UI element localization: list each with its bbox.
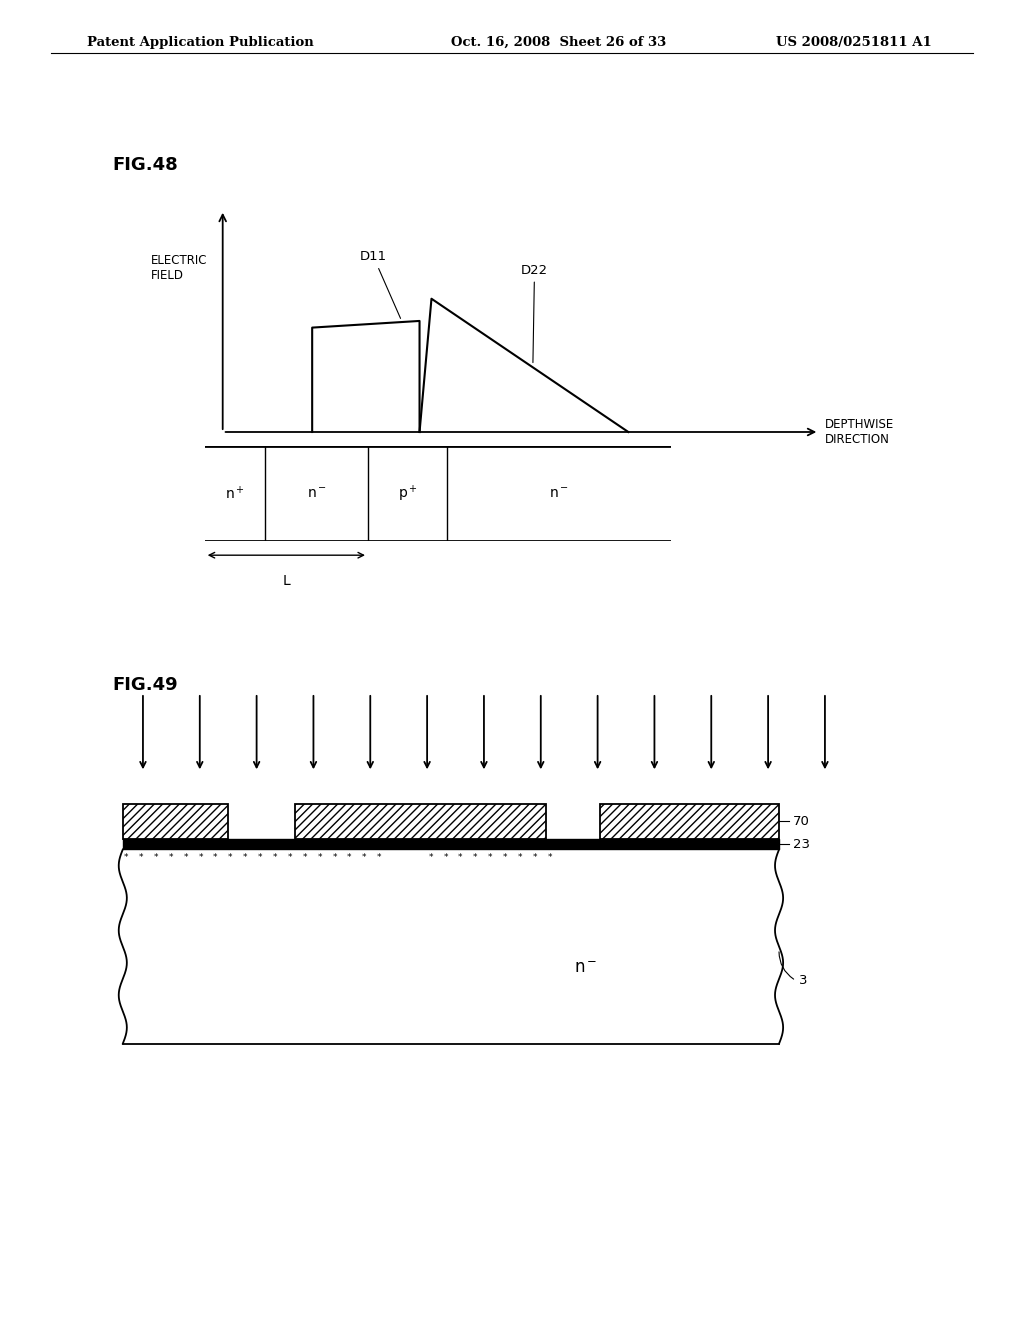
Text: *: * — [228, 853, 232, 862]
Text: *: * — [487, 853, 493, 862]
Text: *: * — [518, 853, 522, 862]
Text: *: * — [199, 853, 203, 862]
Bar — [123, 804, 227, 838]
Text: *: * — [377, 853, 382, 862]
Bar — [295, 804, 546, 838]
Text: D22: D22 — [521, 264, 548, 363]
Text: *: * — [258, 853, 262, 862]
Text: *: * — [169, 853, 173, 862]
Text: *: * — [428, 853, 433, 862]
Text: *: * — [473, 853, 477, 862]
Text: *: * — [139, 853, 143, 862]
Text: *: * — [183, 853, 188, 862]
Text: n$^-$: n$^-$ — [549, 487, 569, 500]
Text: p$^+$: p$^+$ — [397, 483, 418, 504]
Text: n$^-$: n$^-$ — [306, 487, 327, 500]
Text: 3: 3 — [800, 974, 808, 987]
Text: *: * — [288, 853, 292, 862]
Text: *: * — [302, 853, 307, 862]
Text: *: * — [333, 853, 337, 862]
Text: *: * — [443, 853, 447, 862]
Text: L: L — [283, 574, 290, 589]
Text: *: * — [503, 853, 507, 862]
Text: Oct. 16, 2008  Sheet 26 of 33: Oct. 16, 2008 Sheet 26 of 33 — [451, 36, 666, 49]
Text: *: * — [532, 853, 537, 862]
Text: D11: D11 — [359, 251, 400, 318]
Text: US 2008/0251811 A1: US 2008/0251811 A1 — [776, 36, 932, 49]
Text: *: * — [347, 853, 351, 862]
Text: *: * — [362, 853, 367, 862]
Text: Patent Application Publication: Patent Application Publication — [87, 36, 313, 49]
Text: *: * — [272, 853, 278, 862]
Text: *: * — [243, 853, 248, 862]
Text: DEPTHWISE
DIRECTION: DEPTHWISE DIRECTION — [825, 418, 894, 446]
Text: *: * — [458, 853, 463, 862]
Text: ELECTRIC
FIELD: ELECTRIC FIELD — [152, 255, 208, 282]
Text: FIG.48: FIG.48 — [113, 156, 178, 174]
Text: *: * — [317, 853, 322, 862]
Bar — [600, 804, 779, 838]
Text: 70: 70 — [793, 814, 809, 828]
Text: *: * — [548, 853, 552, 862]
Text: FIG.49: FIG.49 — [113, 676, 178, 694]
Text: *: * — [124, 853, 128, 862]
Text: n$^-$: n$^-$ — [574, 960, 598, 977]
Text: 23: 23 — [793, 838, 810, 850]
Text: n$^+$: n$^+$ — [225, 484, 245, 503]
Text: *: * — [213, 853, 218, 862]
Text: *: * — [154, 853, 158, 862]
